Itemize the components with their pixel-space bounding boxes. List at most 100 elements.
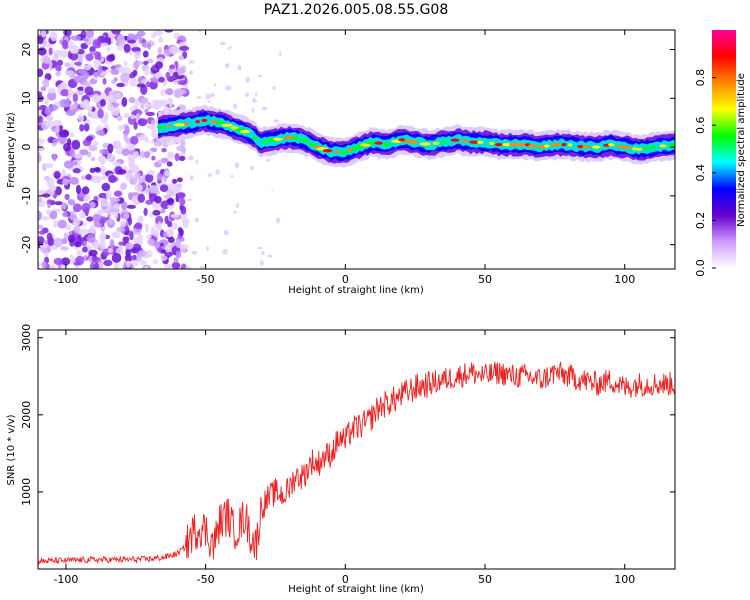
noise-blob <box>144 265 149 269</box>
noise-blob <box>164 88 174 96</box>
noise-speck <box>261 106 268 111</box>
noise-blob <box>92 93 100 103</box>
noise-blob <box>139 150 145 159</box>
noise-blob <box>160 89 166 97</box>
noise-blob <box>38 152 41 163</box>
noise-blob <box>64 193 70 201</box>
colorbar-tick-label: 0.6 <box>694 116 707 134</box>
noise-blob <box>38 106 44 111</box>
noise-speck <box>244 92 249 98</box>
noise-blob <box>46 115 54 121</box>
noise-speck <box>186 198 192 202</box>
noise-speck <box>249 165 254 171</box>
noise-speck <box>228 46 232 49</box>
spectrogram-frame <box>37 29 676 270</box>
noise-blob <box>50 31 58 42</box>
noise-blob <box>143 151 151 159</box>
noise-blob <box>79 149 89 156</box>
noise-blob <box>38 195 43 203</box>
noise-blob <box>170 213 179 219</box>
noise-blob <box>69 147 76 158</box>
noise-blob <box>176 185 182 193</box>
noise-blob <box>44 107 53 116</box>
noise-blob <box>86 233 96 243</box>
noise-blob <box>133 200 140 206</box>
noise-blob <box>54 201 63 206</box>
noise-blob <box>158 36 164 43</box>
noise-blob <box>145 173 154 183</box>
noise-blob <box>125 260 131 268</box>
noise-blob <box>134 184 144 192</box>
noise-blob <box>83 123 90 132</box>
noise-speck <box>213 83 216 87</box>
noise-blob <box>167 204 175 210</box>
spectrogram-x-tick-label: -50 <box>197 273 215 286</box>
noise-blob <box>179 155 186 162</box>
noise-blob <box>167 220 173 228</box>
noise-speck <box>207 173 213 177</box>
noise-blob <box>69 254 74 264</box>
noise-blob <box>151 99 161 105</box>
noise-blob <box>153 140 163 147</box>
noise-speck <box>190 175 194 181</box>
noise-blob <box>89 167 96 174</box>
noise-speck <box>232 211 238 214</box>
noise-blob <box>61 211 68 217</box>
noise-blob <box>101 202 109 208</box>
spectrogram-y-tick-label: 0 <box>20 144 33 151</box>
noise-blob <box>155 215 164 225</box>
noise-blob <box>153 229 160 238</box>
noise-blob <box>38 236 45 245</box>
noise-blob <box>137 233 143 242</box>
signal-ridge-core <box>567 143 573 147</box>
signal-ridge-core <box>398 138 406 142</box>
noise-blob <box>151 32 157 39</box>
noise-blob <box>124 125 130 135</box>
noise-blob <box>134 222 143 230</box>
snr-x-tick-label: 100 <box>614 573 635 586</box>
noise-blob <box>162 231 168 239</box>
noise-blob <box>38 47 47 56</box>
spectrogram-y-tick-label: -10 <box>20 187 33 205</box>
noise-blob <box>176 192 186 199</box>
noise-speck <box>235 203 239 209</box>
noise-blob <box>55 124 60 133</box>
noise-speck <box>195 159 199 164</box>
noise-blob <box>48 47 53 56</box>
noise-speck <box>275 217 281 224</box>
noise-blob <box>53 170 61 179</box>
spectrogram-y-ticks: 20 10 0 -10 -20 <box>20 43 675 254</box>
snr-y-tick-label: 2000 <box>20 401 33 429</box>
spectrogram-x-tick-label: -100 <box>53 273 78 286</box>
noise-blob <box>149 212 154 218</box>
noise-blob <box>52 119 63 127</box>
noise-blob <box>156 172 163 181</box>
noise-blob <box>127 39 137 44</box>
noise-blob <box>179 45 190 51</box>
spectrogram-x-label: Height of straight line (km) <box>288 285 424 296</box>
spectrogram-y-tick-label: 10 <box>20 91 33 105</box>
noise-blob <box>124 254 133 262</box>
noise-speck <box>255 92 258 97</box>
noise-blob <box>64 62 71 68</box>
snr-x-ticks: -100 -50 0 50 100 <box>53 330 635 586</box>
noise-blob <box>72 217 81 227</box>
noise-speck <box>237 64 242 71</box>
noise-blob <box>183 84 189 89</box>
signal-ridge-core <box>374 141 383 145</box>
signal-ridge-core <box>515 143 527 147</box>
noise-blob <box>38 210 43 221</box>
colorbar-label: Normalized spectral amplitude <box>736 73 747 227</box>
noise-blob <box>55 65 62 72</box>
noise-blob <box>90 262 95 269</box>
noise-blob <box>69 132 75 138</box>
noise-blob <box>137 215 144 224</box>
noise-blob <box>104 95 111 101</box>
noise-blob <box>128 157 136 167</box>
noise-blob <box>167 97 173 104</box>
noise-blob <box>151 103 159 109</box>
noise-blob <box>56 84 62 94</box>
noise-blob <box>104 36 112 43</box>
noise-speck <box>209 93 215 98</box>
